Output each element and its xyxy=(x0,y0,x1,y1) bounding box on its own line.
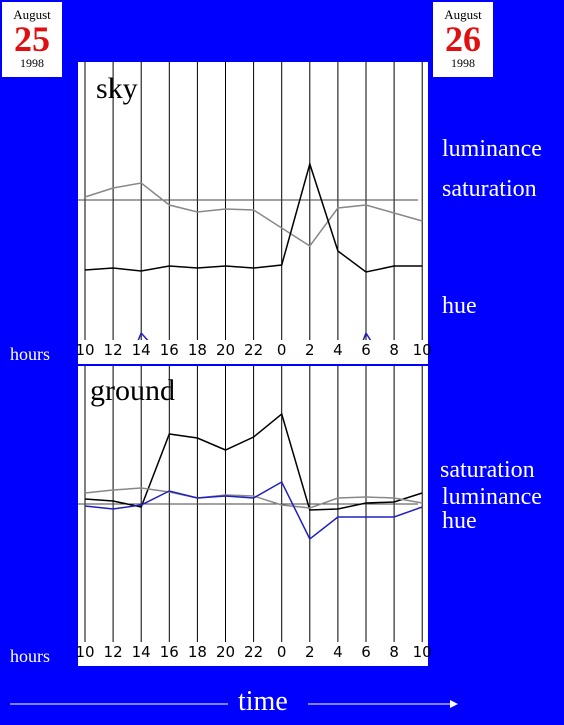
x-tick-label: 16 xyxy=(159,643,179,661)
x-tick-label: 0 xyxy=(276,341,287,359)
ground-legend-hue: hue xyxy=(442,508,477,534)
ground-chart xyxy=(78,366,423,642)
series-line-saturation xyxy=(84,412,423,511)
date-year: 1998 xyxy=(451,56,475,70)
x-tick-label: 22 xyxy=(244,341,264,359)
sky-chart-panel: sky xyxy=(78,62,428,431)
date-day: 25 xyxy=(14,19,50,59)
ground-legend-luminance: luminance xyxy=(442,484,542,510)
series-line-luminance xyxy=(84,487,423,509)
time-axis-arrow xyxy=(10,700,458,708)
x-tick-label: 6 xyxy=(361,341,371,359)
x-tick-label: 10 xyxy=(412,643,432,661)
x-tick-label: 16 xyxy=(159,341,179,359)
ground-chart-panel: ground xyxy=(78,366,428,642)
sky-legend-saturation: saturation xyxy=(442,176,537,202)
x-tick-label: 6 xyxy=(361,643,371,661)
ground-x-axis-label: hours xyxy=(10,646,50,666)
series-line-hue xyxy=(84,480,423,541)
x-tick-label: 8 xyxy=(389,341,399,359)
x-tick-label: 20 xyxy=(215,341,236,359)
date-year: 1998 xyxy=(20,56,44,70)
sky-x-axis-ticks: 10 12 14 16 18 20 22 0 2 4 6 8 10 xyxy=(75,340,432,364)
x-tick-label: 10 xyxy=(75,643,95,661)
sky-chart xyxy=(78,62,423,431)
x-tick-label: 4 xyxy=(333,341,343,359)
x-tick-label: 10 xyxy=(412,341,432,359)
x-tick-label: 20 xyxy=(215,643,236,661)
x-tick-label: 14 xyxy=(131,643,151,661)
series-line-luminance xyxy=(84,182,423,248)
date-month: August xyxy=(444,7,482,22)
ground-legend-saturation: saturation xyxy=(440,457,535,483)
sky-x-axis-label: hours xyxy=(10,344,50,364)
series-line-saturation xyxy=(84,161,423,273)
x-tick-label: 18 xyxy=(187,643,207,661)
sky-legend-luminance: luminance xyxy=(442,136,542,162)
x-tick-label: 10 xyxy=(75,341,95,359)
time-axis-label: time xyxy=(238,686,288,717)
date-card-end: August 26 1998 xyxy=(433,2,493,77)
ground-x-axis-ticks: 10 12 14 16 18 20 22 0 2 4 6 8 10 xyxy=(75,642,432,666)
x-tick-label: 14 xyxy=(131,341,151,359)
ground-chart-title: ground xyxy=(90,374,175,407)
sky-legend-hue: hue xyxy=(442,293,477,319)
x-tick-label: 8 xyxy=(389,643,399,661)
x-tick-label: 2 xyxy=(305,643,315,661)
date-month: August xyxy=(13,7,51,22)
sky-chart-title: sky xyxy=(96,72,138,105)
x-tick-label: 12 xyxy=(103,341,123,359)
x-tick-label: 2 xyxy=(305,341,315,359)
x-tick-label: 0 xyxy=(276,643,287,661)
x-tick-label: 4 xyxy=(333,643,343,661)
x-tick-label: 18 xyxy=(187,341,207,359)
x-tick-label: 22 xyxy=(244,643,264,661)
x-tick-label: 12 xyxy=(103,643,123,661)
date-card-start: August 25 1998 xyxy=(2,2,62,77)
date-day: 26 xyxy=(445,19,481,59)
